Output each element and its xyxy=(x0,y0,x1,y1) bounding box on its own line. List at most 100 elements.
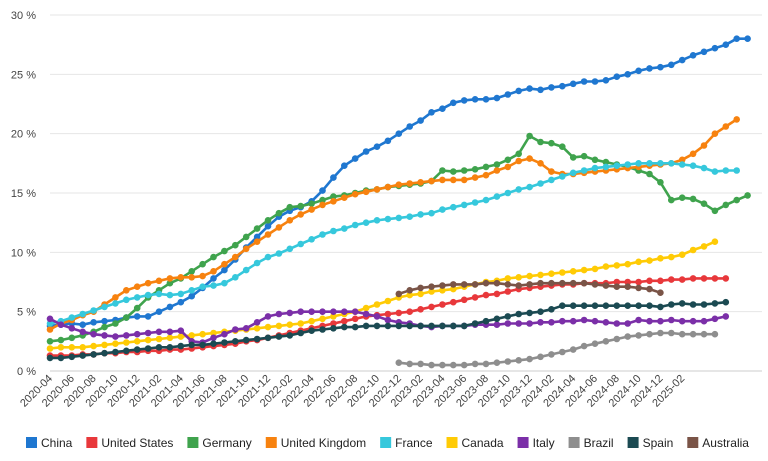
data-point xyxy=(123,314,130,321)
data-point xyxy=(68,334,76,342)
data-point xyxy=(330,320,337,327)
data-point xyxy=(177,298,185,306)
data-point xyxy=(199,341,206,349)
data-point xyxy=(373,143,381,150)
data-point xyxy=(101,303,108,311)
data-point xyxy=(657,317,664,325)
data-point xyxy=(482,360,490,368)
data-point xyxy=(471,294,479,301)
data-point xyxy=(46,354,54,362)
data-point xyxy=(439,176,446,184)
data-point xyxy=(537,138,544,146)
data-point xyxy=(559,317,566,325)
data-point xyxy=(242,245,250,253)
data-point xyxy=(668,253,675,261)
data-point xyxy=(569,317,577,325)
data-point xyxy=(90,342,97,350)
y-tick-label: 20 % xyxy=(11,129,36,141)
data-point xyxy=(395,181,403,188)
data-point xyxy=(537,160,544,167)
legend-item[interactable]: United Kingdom xyxy=(265,436,366,450)
data-point xyxy=(678,330,686,338)
data-point xyxy=(548,279,555,287)
data-point xyxy=(308,206,315,213)
legend-item[interactable]: Brazil xyxy=(568,436,614,450)
data-point xyxy=(722,313,730,320)
data-point xyxy=(395,309,403,317)
data-point xyxy=(504,275,512,282)
data-point xyxy=(744,35,751,42)
data-point xyxy=(624,71,631,78)
data-point xyxy=(166,328,174,336)
data-point xyxy=(133,304,141,312)
data-point xyxy=(700,142,708,149)
data-point xyxy=(711,300,719,307)
data-point xyxy=(275,250,283,257)
y-tick-label: 25 % xyxy=(11,69,36,81)
data-point xyxy=(526,355,533,363)
legend-item[interactable]: Italy xyxy=(517,436,555,450)
data-point xyxy=(286,309,294,317)
data-point xyxy=(646,317,653,325)
data-point xyxy=(646,160,653,167)
y-tick-label: 0 % xyxy=(17,366,36,378)
data-point xyxy=(580,342,588,350)
data-point xyxy=(221,339,228,346)
data-point xyxy=(166,275,174,282)
data-point xyxy=(253,259,261,267)
legend-item[interactable]: China xyxy=(26,436,73,450)
data-point xyxy=(602,77,610,84)
data-point xyxy=(548,168,555,175)
data-point xyxy=(123,332,130,339)
data-point xyxy=(493,290,501,298)
data-point xyxy=(689,330,697,338)
data-point xyxy=(668,61,675,69)
data-point xyxy=(580,266,588,274)
data-point xyxy=(341,162,348,169)
legend-item[interactable]: Germany xyxy=(187,436,252,450)
data-point xyxy=(450,285,457,293)
legend-item[interactable]: United States xyxy=(86,436,173,450)
data-point xyxy=(384,183,392,191)
data-point xyxy=(166,303,174,311)
data-point xyxy=(210,340,217,348)
data-point xyxy=(711,207,719,215)
data-point xyxy=(417,360,424,368)
data-point xyxy=(482,317,490,325)
data-point xyxy=(450,322,457,330)
data-point xyxy=(668,329,675,337)
y-axis-tick-labels: 0 % 5 % 10 % 15 % 20 % 25 % 30 % xyxy=(11,10,36,378)
legend-item[interactable]: Australia xyxy=(687,436,749,450)
data-point xyxy=(166,279,174,287)
data-point xyxy=(46,315,54,323)
data-point xyxy=(689,246,697,254)
data-point xyxy=(504,358,512,365)
data-point xyxy=(493,279,501,287)
legend-swatch xyxy=(86,437,98,448)
data-point xyxy=(504,189,512,197)
data-point xyxy=(657,329,664,337)
data-point xyxy=(68,344,76,351)
data-point xyxy=(395,130,403,137)
data-point xyxy=(657,289,664,297)
data-point xyxy=(711,168,719,175)
data-point xyxy=(580,152,588,160)
data-point xyxy=(591,156,599,164)
legend-item[interactable]: Canada xyxy=(446,436,504,450)
data-point xyxy=(123,296,130,304)
data-point xyxy=(308,236,315,243)
data-point xyxy=(101,332,108,339)
data-point xyxy=(286,321,294,329)
data-point xyxy=(319,315,326,323)
legend-item[interactable]: Spain xyxy=(627,436,674,450)
data-point xyxy=(319,326,326,333)
data-point xyxy=(166,291,174,299)
data-point xyxy=(384,310,392,318)
data-point xyxy=(569,169,577,177)
legend-item[interactable]: France xyxy=(380,436,433,450)
data-point xyxy=(624,260,631,268)
data-point xyxy=(210,253,217,261)
data-point xyxy=(242,325,250,332)
data-point xyxy=(264,323,272,331)
data-point xyxy=(417,179,424,186)
